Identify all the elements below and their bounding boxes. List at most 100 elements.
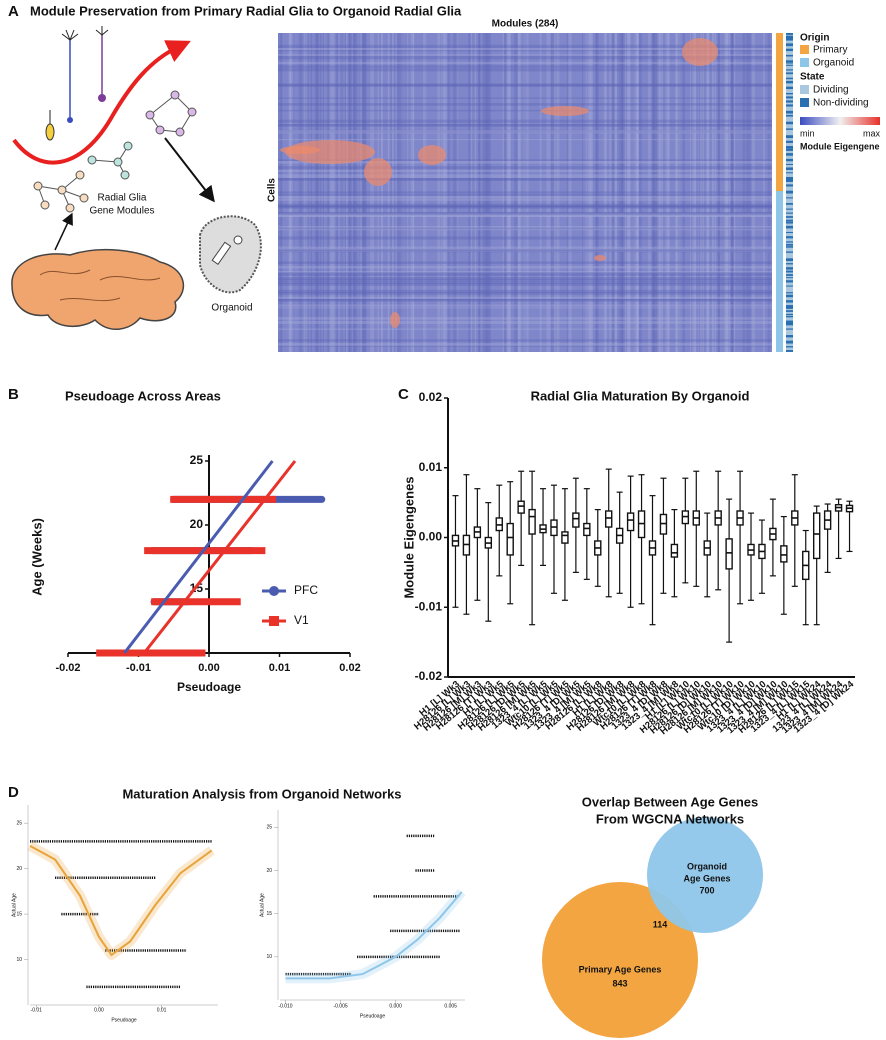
heat-stripe — [539, 33, 542, 352]
set-label: Primary Age Genes — [579, 964, 662, 974]
heat-stripe — [667, 33, 670, 352]
heat-stripe — [622, 33, 627, 352]
state-stripe — [786, 35, 793, 39]
heat-stripe — [353, 33, 358, 352]
heat-stripe — [278, 246, 772, 250]
state-stripe — [786, 243, 793, 246]
state-stripe — [786, 80, 793, 84]
heat-stripe — [706, 33, 710, 352]
heat-stripe — [278, 345, 772, 347]
figure-title: Module Preservation from Primary Radial … — [30, 3, 462, 18]
heat-stripe — [698, 33, 703, 352]
heat-stripe — [278, 249, 772, 253]
heat-stripe — [345, 33, 347, 352]
heat-stripe — [633, 33, 636, 352]
fit-line — [142, 460, 297, 654]
fit-line — [285, 891, 463, 980]
heat-stripe — [278, 214, 772, 218]
heat-stripe — [292, 33, 295, 352]
module-label: Radial Glia — [98, 193, 147, 204]
heat-stripe — [278, 248, 772, 252]
heat-hotspot — [285, 140, 375, 164]
state-stripe — [786, 37, 793, 41]
state-stripe — [786, 328, 793, 330]
heat-hotspot — [594, 255, 606, 261]
heat-stripe — [717, 33, 720, 352]
heat-stripe — [742, 33, 746, 352]
box — [626, 512, 635, 532]
heat-stripe — [303, 33, 308, 352]
heat-stripe — [278, 97, 772, 99]
heatmap-y-label: Cells — [267, 178, 278, 202]
heat-stripe — [614, 33, 617, 352]
module-label: Gene Modules — [89, 206, 154, 217]
legend-label: V1 — [294, 613, 309, 627]
heat-stripe — [278, 265, 772, 269]
chart-title: Pseudoage Across Areas — [65, 388, 221, 403]
y-tick-label: 20 — [190, 517, 204, 531]
heat-stripe — [633, 33, 637, 352]
heat-stripe — [278, 119, 772, 123]
heat-stripe — [278, 296, 772, 299]
y-axis-label: Module Eigengenes — [401, 476, 416, 598]
x-tick-label: -0.010 — [278, 1003, 292, 1009]
heat-hotspot — [418, 145, 446, 165]
state-stripe — [786, 270, 793, 273]
heat-stripe — [278, 261, 772, 264]
heat-stripe — [507, 33, 511, 352]
heat-stripe — [319, 33, 322, 352]
heat-stripe — [503, 33, 506, 352]
panel-title: Maturation Analysis from Organoid Networ… — [122, 786, 401, 801]
box — [517, 500, 525, 514]
state-stripe — [786, 197, 793, 199]
state-stripe — [786, 225, 793, 229]
heat-stripe — [611, 33, 615, 352]
state-stripe — [786, 241, 793, 243]
heat-stripe — [278, 170, 772, 172]
heat-stripe — [517, 33, 520, 352]
heat-stripe — [589, 33, 594, 352]
legend-label: Non-dividing — [813, 98, 869, 109]
heat-stripe — [278, 103, 772, 106]
heat-stripe — [278, 129, 772, 134]
state-stripe — [786, 43, 793, 47]
heat-stripe — [637, 33, 639, 352]
heat-stripe — [692, 33, 697, 352]
heat-stripe — [278, 195, 772, 199]
heat-stripe — [768, 33, 771, 352]
heat-stripe — [652, 33, 657, 352]
state-stripe — [786, 176, 793, 180]
heat-stripe — [595, 33, 598, 352]
heat-stripe — [651, 33, 655, 352]
heat-stripe — [616, 33, 621, 352]
heat-hotspot — [364, 158, 392, 186]
heat-stripe — [626, 33, 631, 352]
heat-stripe — [706, 33, 710, 352]
heat-stripe — [716, 33, 720, 352]
heat-stripe — [278, 83, 772, 87]
heat-stripe — [278, 55, 772, 60]
legend-title: Module Eigengene — [800, 141, 880, 151]
heat-stripe — [278, 191, 772, 194]
state-stripe — [786, 33, 793, 35]
heat-stripe — [726, 33, 729, 352]
state-stripe — [786, 323, 793, 326]
heat-stripe — [278, 328, 772, 330]
heat-stripe — [393, 33, 396, 352]
heat-stripe — [482, 33, 485, 352]
state-stripe — [786, 310, 793, 312]
state-stripe — [786, 110, 793, 114]
heat-stripe — [381, 33, 383, 352]
state-stripe — [786, 179, 793, 182]
heat-stripe — [278, 61, 772, 64]
x-tick-label: 0.000 — [389, 1003, 402, 1009]
overlap-size: 114 — [653, 919, 668, 929]
heat-stripe — [278, 193, 772, 197]
heat-stripe — [278, 166, 772, 169]
state-stripe — [786, 307, 793, 309]
heat-stripe — [290, 33, 295, 352]
confidence-band — [285, 888, 466, 984]
legend-label: PFC — [294, 583, 318, 597]
panel-label: D — [8, 784, 19, 801]
